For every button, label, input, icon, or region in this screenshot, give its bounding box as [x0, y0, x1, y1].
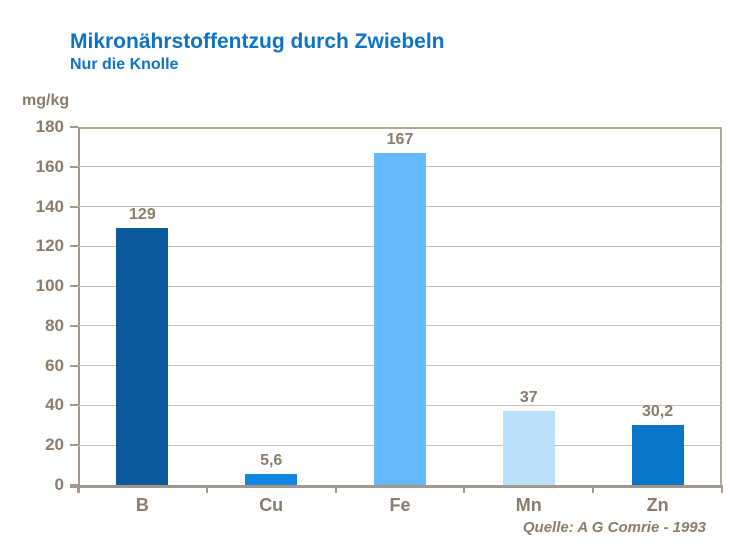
y-axis-unit-label: mg/kg: [22, 92, 70, 109]
y-axis-tick: [70, 165, 78, 168]
x-axis-tick: [205, 485, 208, 493]
bar-value-label: 37: [519, 389, 538, 407]
y-axis-tick: [70, 245, 78, 248]
y-tick-label: 40: [45, 395, 64, 415]
y-tick-label: 60: [45, 355, 64, 375]
x-axis-tick: [463, 485, 466, 493]
bar-Cu: [245, 473, 298, 485]
bar-value-label: 167: [386, 130, 414, 148]
x-axis-tick: [592, 485, 595, 493]
y-axis-tick: [70, 444, 78, 447]
bar-value-label: 129: [129, 206, 156, 224]
bar-Fe: [374, 152, 426, 485]
y-axis-tick: [70, 404, 78, 407]
y-tick-label: 80: [45, 315, 64, 335]
x-category-label: Cu: [259, 495, 284, 515]
chart-subtitle: Nur die Knolle: [70, 56, 179, 73]
x-category-label: Fe: [389, 495, 411, 515]
bar-value-label: 5,6: [260, 451, 283, 469]
y-tick-label: 20: [45, 435, 64, 455]
bar-value-label: 30,2: [642, 402, 674, 420]
y-axis-tick: [70, 285, 78, 288]
y-axis-tick: [70, 484, 78, 486]
y-axis-line: [78, 127, 80, 493]
y-tick-label: 160: [35, 156, 64, 176]
x-category-label: B: [135, 495, 149, 515]
x-axis-tick: [77, 485, 79, 493]
x-axis-tick: [721, 485, 723, 493]
source-caption: Quelle: A G Comrie - 1993: [522, 519, 706, 536]
bar-Mn: [502, 411, 555, 485]
y-axis-tick: [70, 205, 78, 208]
x-axis-tick: [334, 485, 337, 493]
y-tick-label: 140: [35, 196, 64, 216]
bar-Zn: [631, 424, 684, 485]
x-category-label: Mn: [515, 495, 542, 515]
chart-title: Mikronährstoffentzug durch Zwiebeln: [70, 30, 445, 53]
x-category-label: Zn: [646, 495, 669, 515]
y-axis-tick: [70, 324, 78, 327]
y-tick-label: 0: [54, 475, 64, 494]
x-axis-line: [70, 485, 722, 488]
y-tick-label: 180: [35, 117, 64, 136]
y-axis-tick: [70, 364, 78, 367]
y-tick-label: 100: [35, 276, 64, 296]
plot-area: [78, 127, 722, 485]
y-axis-tick: [70, 126, 78, 128]
y-tick-label: 120: [35, 236, 64, 256]
bar-B: [116, 228, 169, 485]
